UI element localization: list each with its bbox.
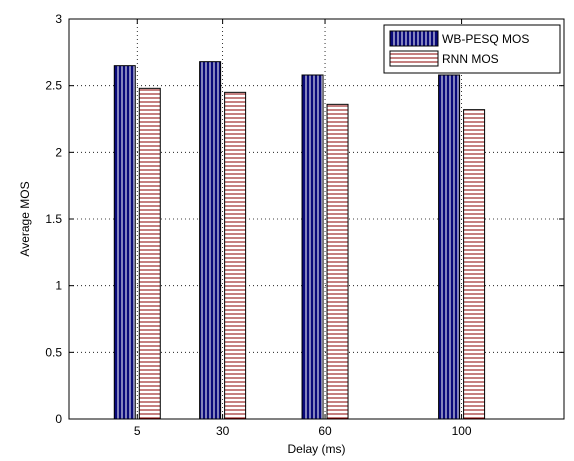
- bar-wb-pesq-5: [113, 65, 136, 420]
- y-axis-label: Average MOS: [18, 181, 32, 256]
- x-axis-label: Delay (ms): [287, 442, 345, 456]
- x-tick-label: 100: [452, 424, 472, 438]
- legend-label: RNN MOS: [442, 52, 499, 66]
- legend-swatch: [389, 50, 439, 67]
- bar-wb-pesq-60: [301, 74, 324, 420]
- bar-rnn-60: [326, 103, 349, 420]
- bars: [113, 61, 486, 420]
- y-tick-label: 1: [55, 279, 62, 293]
- legend: WB-PESQ MOS RNN MOS: [383, 24, 561, 74]
- y-tick-label: 3: [55, 12, 62, 26]
- ticks: 0 0.5 1 1.5 2 2.5 3 5 30 60 100: [45, 12, 564, 438]
- y-tick-label: 2: [55, 145, 62, 159]
- x-tick-label: 60: [318, 424, 332, 438]
- x-tick-label: 5: [134, 424, 141, 438]
- bar-rnn-30: [224, 91, 247, 420]
- y-tick-label: 0: [55, 412, 62, 426]
- bar-rnn-5: [138, 87, 161, 420]
- y-tick-label: 0.5: [45, 345, 62, 359]
- y-tick-label: 1.5: [45, 212, 62, 226]
- legend-swatch: [389, 30, 439, 47]
- legend-label: WB-PESQ MOS: [442, 32, 529, 46]
- y-tick-label: 2.5: [45, 79, 62, 93]
- bar-rnn-100: [463, 109, 486, 420]
- bar-wb-pesq-100: [438, 74, 461, 420]
- bar-wb-pesq-30: [199, 61, 222, 420]
- x-tick-label: 30: [216, 424, 230, 438]
